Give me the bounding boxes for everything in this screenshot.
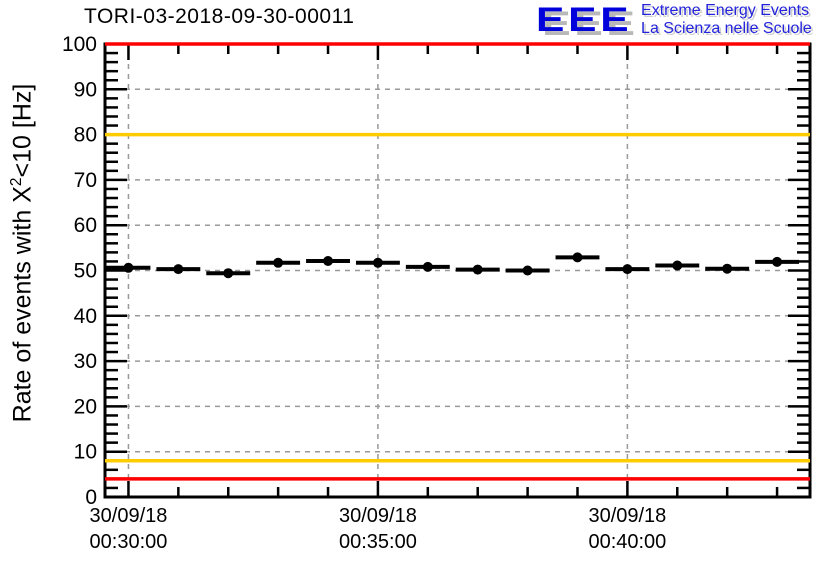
data-point-marker [273, 257, 284, 268]
data-point-marker [472, 264, 483, 275]
y-tick-label: 0 [85, 486, 97, 509]
y-tick-label: 60 [74, 214, 97, 237]
y-axis-title-superscript: 2 [8, 177, 25, 187]
data-point-marker [622, 264, 633, 275]
x-tick-label-date: 30/09/18 [588, 505, 666, 527]
y-tick-label: 40 [74, 305, 97, 328]
data-point-marker [572, 252, 583, 263]
eee-logo: EEE Extreme Energy Events La Scienza nel… [536, 0, 812, 40]
data-point-marker [123, 262, 134, 273]
eee-logo-line2: La Scienza nelle Scuole [641, 20, 812, 37]
y-axis-title: Rate of events with X2<10 [Hz] [8, 23, 42, 483]
y-tick-label: 50 [74, 260, 97, 283]
y-tick-label: 70 [74, 169, 97, 192]
eee-logo-text: Extreme Energy Events La Scienza nelle S… [641, 2, 812, 38]
chart-title: TORI-03-2018-09-30-00011 [84, 5, 355, 28]
y-tick-label: 80 [74, 124, 97, 147]
x-tick-label-time: 00:35:00 [339, 531, 417, 553]
x-tick-label-time: 00:30:00 [90, 531, 168, 553]
data-point-marker [323, 255, 334, 266]
data-point-marker [173, 264, 184, 275]
data-point-marker [522, 265, 533, 276]
y-tick-label: 30 [74, 350, 97, 373]
eee-logo-line1: Extreme Energy Events [641, 2, 810, 19]
eee-logo-acronym: EEE [536, 1, 633, 39]
data-point-marker [422, 261, 433, 272]
data-point-marker [722, 263, 733, 274]
x-tick-label-time: 00:40:00 [588, 531, 666, 553]
x-tick-label-date: 30/09/18 [90, 505, 168, 527]
y-tick-label: 20 [74, 395, 97, 418]
data-point-marker [223, 268, 234, 279]
y-axis-title-suffix: <10 [Hz] [8, 83, 37, 178]
y-tick-label: 100 [62, 33, 97, 56]
y-tick-label: 90 [74, 78, 97, 101]
data-point-marker [372, 257, 383, 268]
y-tick-label: 10 [74, 441, 97, 464]
data-point-marker [772, 256, 783, 267]
x-tick-label-date: 30/09/18 [339, 505, 417, 527]
y-axis-title-prefix: Rate of events with X [8, 186, 37, 423]
data-point-marker [672, 260, 683, 271]
